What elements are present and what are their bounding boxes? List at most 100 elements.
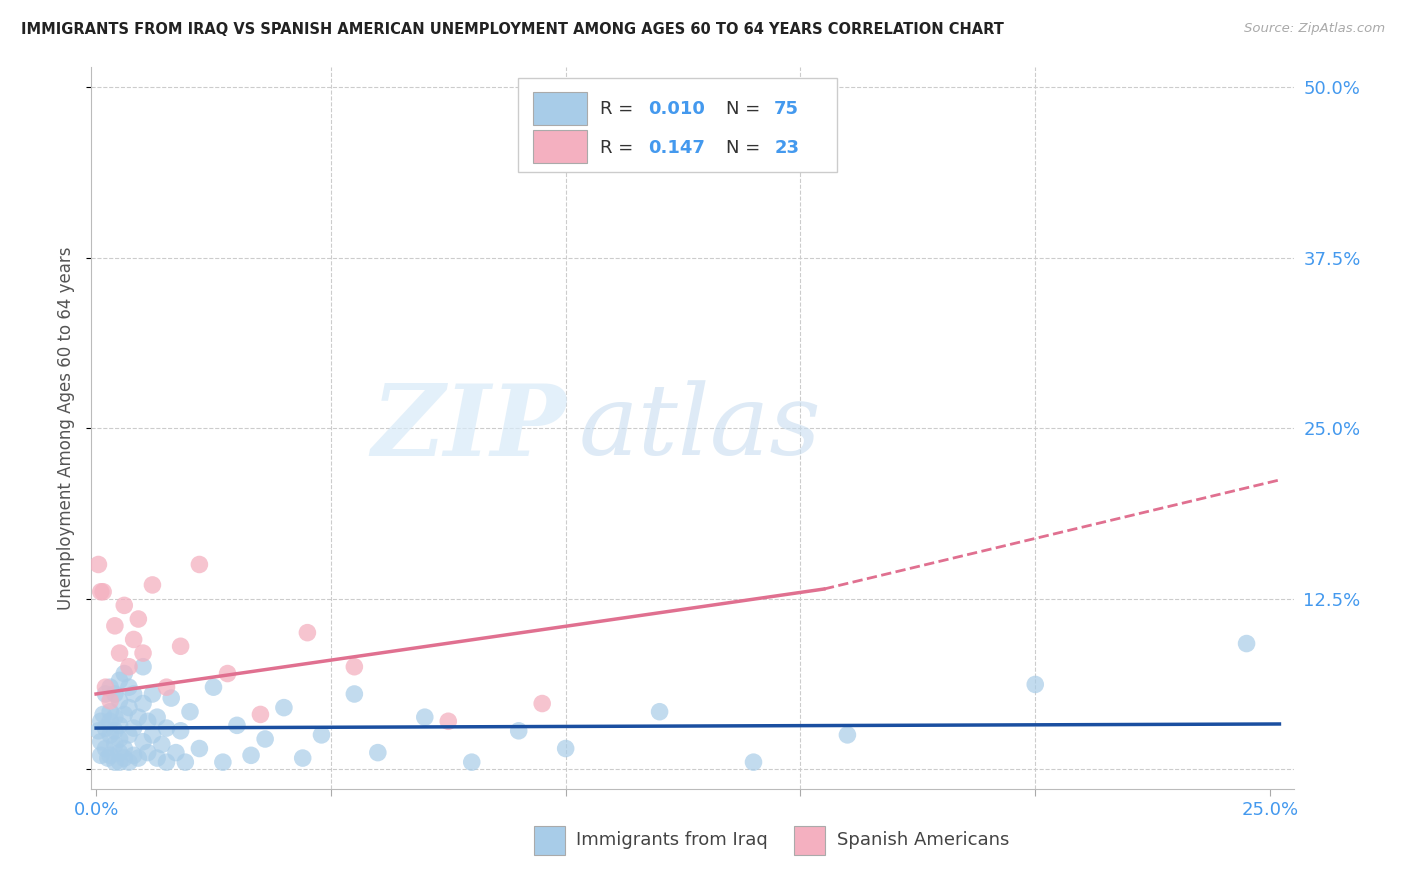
FancyBboxPatch shape — [519, 78, 837, 171]
Point — [367, 746, 389, 760]
Point — [837, 728, 859, 742]
Point — [136, 714, 159, 729]
Point — [108, 731, 131, 746]
Point — [98, 728, 121, 742]
Point — [98, 680, 121, 694]
Point — [94, 721, 117, 735]
Point — [91, 584, 114, 599]
Point — [108, 646, 131, 660]
Point — [136, 746, 159, 760]
Point — [254, 731, 277, 746]
Point — [291, 751, 314, 765]
Point — [122, 721, 145, 735]
Point — [122, 748, 145, 763]
Text: R =: R = — [600, 100, 638, 118]
Point — [112, 751, 135, 765]
Point — [112, 707, 135, 722]
Point — [112, 741, 135, 756]
Point — [212, 755, 235, 769]
Point — [90, 748, 112, 763]
Point — [87, 558, 110, 572]
Point — [132, 735, 155, 749]
Point — [240, 748, 263, 763]
FancyBboxPatch shape — [533, 92, 586, 125]
Text: 0.010: 0.010 — [648, 100, 704, 118]
Point — [94, 687, 117, 701]
Point — [104, 710, 127, 724]
Point — [108, 718, 131, 732]
Point — [132, 646, 155, 660]
FancyBboxPatch shape — [533, 130, 586, 163]
Point — [94, 680, 117, 694]
Text: N =: N = — [725, 100, 766, 118]
Text: atlas: atlas — [578, 381, 821, 475]
Point — [90, 584, 112, 599]
Point — [437, 714, 460, 729]
Point — [311, 728, 333, 742]
Point — [297, 625, 319, 640]
Text: 75: 75 — [775, 100, 799, 118]
Point — [122, 632, 145, 647]
Point — [104, 738, 127, 752]
Point — [118, 755, 141, 769]
Point — [127, 751, 149, 765]
Text: Immigrants from Iraq: Immigrants from Iraq — [576, 831, 768, 849]
Point — [91, 707, 114, 722]
Point — [155, 680, 177, 694]
Point — [141, 728, 163, 742]
Point — [554, 741, 576, 756]
Point — [141, 687, 163, 701]
Point — [343, 687, 366, 701]
Point — [461, 755, 484, 769]
Point — [150, 738, 173, 752]
Text: 23: 23 — [775, 139, 799, 157]
Point — [1024, 677, 1046, 691]
Point — [413, 710, 436, 724]
Point — [104, 687, 127, 701]
Point — [146, 751, 169, 765]
Point — [112, 599, 135, 613]
Point — [87, 723, 110, 738]
Point — [112, 666, 135, 681]
Point — [202, 680, 225, 694]
Point — [226, 718, 249, 732]
Point — [648, 107, 671, 121]
Point — [273, 700, 295, 714]
Point — [169, 723, 191, 738]
Point — [169, 640, 191, 654]
Point — [146, 710, 169, 724]
Point — [104, 755, 127, 769]
Point — [648, 705, 671, 719]
Text: Source: ZipAtlas.com: Source: ZipAtlas.com — [1244, 22, 1385, 36]
Text: ZIP: ZIP — [371, 380, 567, 476]
Point — [108, 755, 131, 769]
Point — [98, 694, 121, 708]
Point — [97, 751, 120, 765]
Point — [188, 741, 211, 756]
Point — [108, 746, 131, 760]
Point — [155, 721, 177, 735]
Point — [742, 755, 765, 769]
Point — [127, 612, 149, 626]
Point — [118, 728, 141, 742]
Point — [343, 659, 366, 673]
Point — [104, 619, 127, 633]
Point — [508, 723, 530, 738]
Point — [98, 748, 121, 763]
Point — [98, 705, 121, 719]
Point — [155, 755, 177, 769]
Point — [118, 680, 141, 694]
Point — [141, 578, 163, 592]
Text: R =: R = — [600, 139, 638, 157]
Point — [217, 666, 239, 681]
Point — [249, 707, 271, 722]
Text: Spanish Americans: Spanish Americans — [837, 831, 1010, 849]
Point — [127, 710, 149, 724]
Point — [104, 723, 127, 738]
Point — [165, 746, 187, 760]
Point — [174, 755, 197, 769]
Point — [108, 673, 131, 688]
Point — [118, 659, 141, 673]
Point — [94, 741, 117, 756]
Point — [160, 691, 183, 706]
